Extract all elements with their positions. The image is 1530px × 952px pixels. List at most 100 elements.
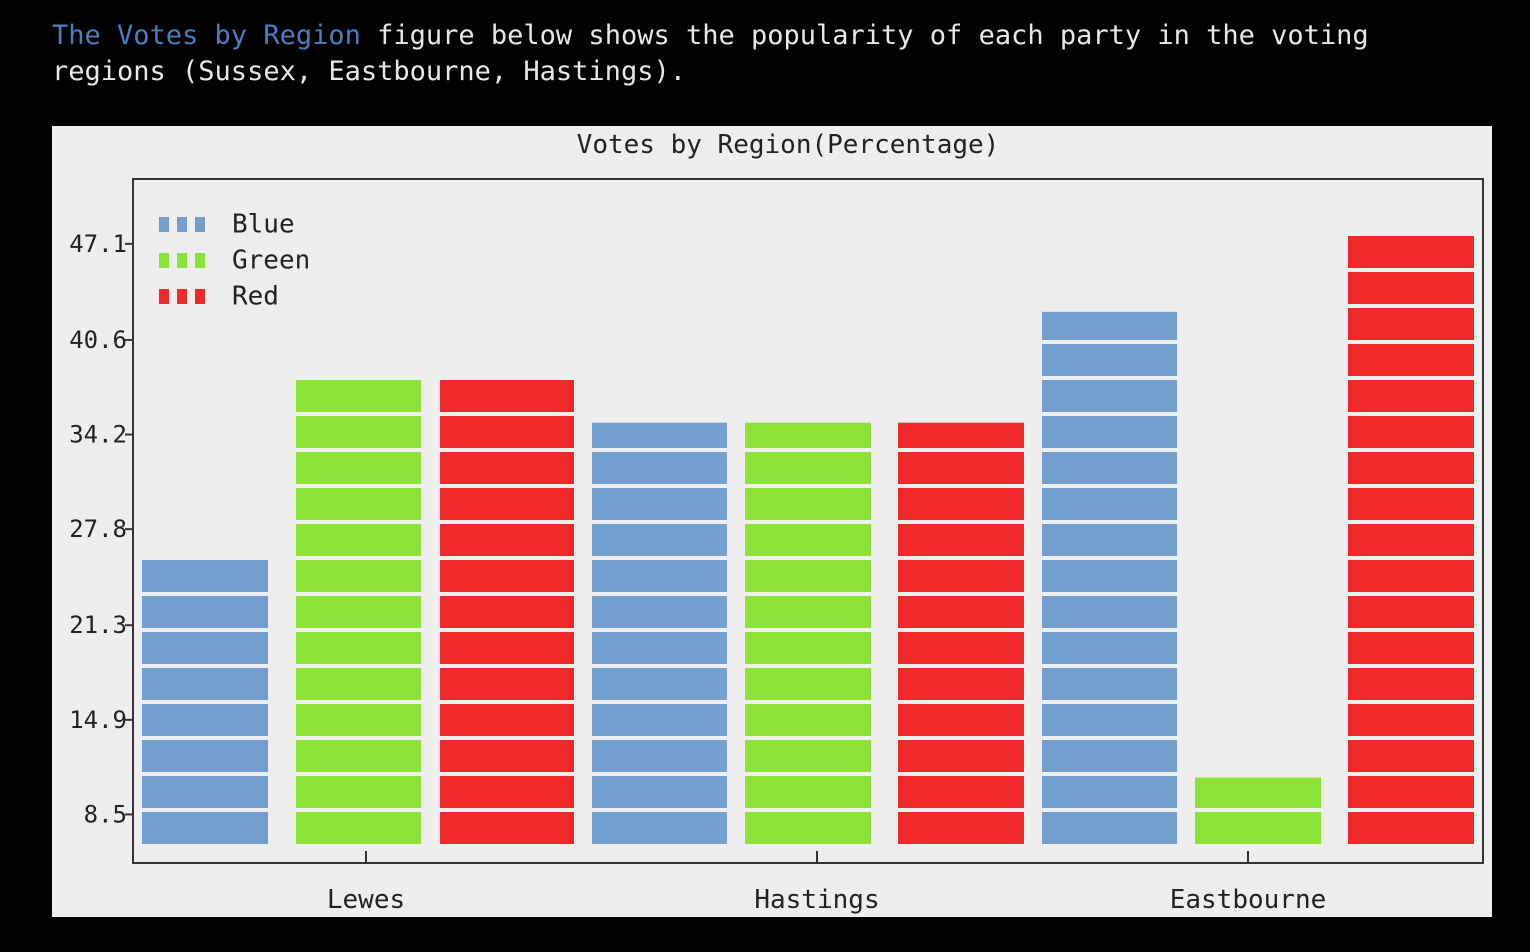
bar-segment — [592, 524, 727, 556]
bar-segment — [296, 560, 421, 592]
bar-segment — [592, 596, 727, 628]
bar-segment — [592, 704, 727, 736]
bar-segment — [142, 596, 268, 628]
legend-swatch — [159, 217, 169, 232]
bar-green-hastings — [745, 422, 871, 844]
bar-segment — [1348, 380, 1474, 412]
legend-swatch — [159, 289, 169, 304]
bar-segment — [1348, 452, 1474, 484]
bar-segment — [1042, 632, 1177, 664]
bar-segment — [745, 596, 871, 628]
bar-segment — [745, 632, 871, 664]
bar-segment — [1348, 488, 1474, 520]
y-tick-label: 40.6 — [69, 326, 127, 354]
bar-segment — [898, 740, 1024, 772]
bar-segment — [1348, 632, 1474, 664]
bar-segment — [440, 812, 574, 844]
bar-segment — [1348, 272, 1474, 304]
bar-segment — [745, 776, 871, 808]
bar-segment — [440, 452, 574, 484]
y-tick-label: 34.2 — [69, 421, 127, 449]
intro-text: figure below shows the popularity of eac… — [52, 20, 1385, 87]
legend-swatch — [177, 253, 187, 268]
bar-segment — [142, 704, 268, 736]
bar-segment — [1348, 740, 1474, 772]
legend-item-red: Red — [159, 282, 279, 312]
bar-segment — [592, 776, 727, 808]
chart-title: Votes by Region(Percentage) — [577, 130, 1000, 160]
bar-segment — [142, 812, 268, 844]
bar-segment — [440, 596, 574, 628]
bar-segment — [1348, 344, 1474, 376]
bar-segment — [142, 740, 268, 772]
y-tick-label: 8.5 — [84, 800, 127, 828]
legend-item-green: Green — [159, 246, 310, 276]
legend: Blue Green Red — [159, 210, 310, 312]
legend-label: Green — [232, 246, 310, 276]
bar-segment — [142, 632, 268, 664]
y-tick-label: 21.3 — [69, 611, 127, 639]
legend-swatch — [177, 289, 187, 304]
bar-segment — [1042, 311, 1177, 340]
bar-segment — [440, 380, 574, 412]
bar-segment — [1042, 452, 1177, 484]
legend-swatch — [195, 289, 205, 304]
bar-segment — [440, 668, 574, 700]
bar-segment — [898, 560, 1024, 592]
x-tick-label: Hastings — [754, 885, 879, 915]
bar-segment — [898, 812, 1024, 844]
bar-red-eastbourne — [1348, 236, 1474, 844]
bar-segment — [898, 422, 1024, 448]
bar-segment — [592, 668, 727, 700]
legend-swatch — [177, 217, 187, 232]
bar-segment — [592, 740, 727, 772]
bar-segment — [296, 596, 421, 628]
bar-segment — [592, 812, 727, 844]
bar-segment — [1042, 596, 1177, 628]
bars-layer — [142, 236, 1474, 844]
bar-segment — [745, 740, 871, 772]
bar-segment — [898, 632, 1024, 664]
bar-segment — [296, 416, 421, 448]
bar-segment — [142, 560, 268, 592]
bar-segment — [1042, 524, 1177, 556]
bar-segment — [745, 452, 871, 484]
bar-segment — [1042, 560, 1177, 592]
legend-label: Blue — [232, 210, 295, 240]
bar-segment — [1042, 776, 1177, 808]
votes-by-region-link[interactable]: The Votes by Region — [52, 20, 361, 51]
bar-segment — [296, 452, 421, 484]
bar-segment — [1042, 380, 1177, 412]
bar-segment — [296, 488, 421, 520]
bar-segment — [296, 668, 421, 700]
bar-segment — [440, 776, 574, 808]
bar-segment — [1348, 812, 1474, 844]
bar-segment — [440, 560, 574, 592]
bar-segment — [592, 488, 727, 520]
bar-segment — [1348, 560, 1474, 592]
bar-segment — [1042, 668, 1177, 700]
plot-frame — [132, 178, 1484, 864]
y-tick-label: 27.8 — [69, 515, 127, 543]
bar-green-eastbourne — [1195, 777, 1321, 844]
bar-red-lewes — [440, 380, 574, 844]
bar-segment — [1348, 596, 1474, 628]
bar-segment — [440, 704, 574, 736]
bar-segment — [898, 596, 1024, 628]
bar-blue-lewes — [142, 560, 268, 844]
bar-segment — [745, 422, 871, 448]
bar-segment — [898, 776, 1024, 808]
bar-segment — [1042, 704, 1177, 736]
bar-segment — [440, 416, 574, 448]
y-tick-label: 47.1 — [69, 230, 127, 258]
bar-segment — [1348, 308, 1474, 340]
bar-segment — [592, 452, 727, 484]
votes-chart: Votes by Region(Percentage) 8.5 14.9 21.3 2… — [52, 126, 1492, 917]
bar-segment — [1195, 812, 1321, 844]
bar-segment — [745, 668, 871, 700]
bar-segment — [1195, 777, 1321, 808]
legend-swatch — [159, 253, 169, 268]
bar-segment — [1042, 812, 1177, 844]
bar-segment — [1348, 704, 1474, 736]
bar-segment — [1348, 776, 1474, 808]
